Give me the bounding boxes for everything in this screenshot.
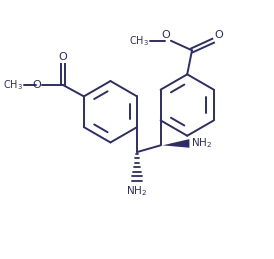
Text: NH$_2$: NH$_2$ xyxy=(127,184,148,198)
Text: O: O xyxy=(58,52,67,62)
Text: O: O xyxy=(214,30,223,40)
Text: CH$_3$: CH$_3$ xyxy=(3,78,23,92)
Text: NH$_2$: NH$_2$ xyxy=(191,136,212,150)
Text: O: O xyxy=(161,30,170,40)
Polygon shape xyxy=(162,139,189,148)
Text: CH$_3$: CH$_3$ xyxy=(129,34,149,48)
Text: O: O xyxy=(32,80,41,90)
